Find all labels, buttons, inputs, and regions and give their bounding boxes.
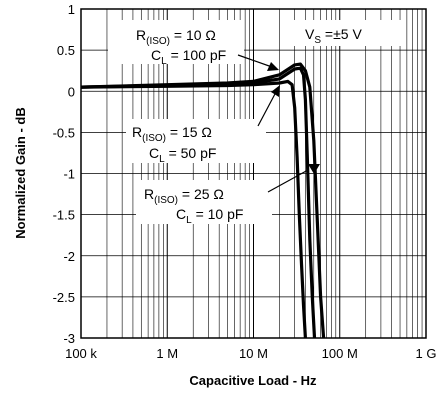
x-tick-label: 100 M xyxy=(322,346,358,361)
y-axis-title: Normalized Gain - dB xyxy=(13,107,28,238)
y-tick-label: -1.5 xyxy=(53,208,75,223)
annotations: VS =±5 V R(ISO) = 10 Ω CL = 100 pF R(ISO… xyxy=(108,20,406,226)
supply-box xyxy=(288,20,406,46)
label-r-10ohm: R(ISO) = 10 Ω xyxy=(136,27,216,47)
label-r-15ohm: R(ISO) = 15 Ω xyxy=(132,124,212,144)
series-lines xyxy=(81,62,326,338)
arrowhead-25ohm xyxy=(308,164,320,174)
x-axis-title: Capacitive Load - Hz xyxy=(189,373,317,388)
arrowhead-15ohm xyxy=(271,85,280,97)
y-tick-label: 1 xyxy=(68,2,75,17)
label-c-10pf: CL = 10 pF xyxy=(176,206,243,226)
arrowhead-10ohm xyxy=(267,62,279,71)
x-tick-label: 1 M xyxy=(156,346,178,361)
label-box-10ohm xyxy=(108,20,244,64)
y-tick-label: 0.5 xyxy=(57,43,75,58)
tick-labels: 100 k 1 M 10 M 100 M 1 G 1 0.5 0 -0.5 -1 -1.5 -2 -2.… xyxy=(53,2,437,361)
label-c-50pf: CL = 50 pF xyxy=(149,145,216,165)
label-box-15ohm xyxy=(126,119,266,163)
y-tick-label: -2 xyxy=(63,249,75,264)
y-tick-label: -1 xyxy=(63,167,75,182)
label-r-25ohm: R(ISO) = 25 Ω xyxy=(144,186,224,206)
supply-label: VS =±5 V xyxy=(305,26,362,46)
series-line-3 xyxy=(81,79,307,338)
x-tick-label: 1 G xyxy=(416,346,437,361)
leader-10ohm xyxy=(237,54,273,68)
x-tick-label: 100 k xyxy=(65,346,97,361)
leader-25ohm xyxy=(267,169,309,193)
label-c-100pf: CL = 100 pF xyxy=(151,47,226,67)
leader-15ohm xyxy=(257,91,277,127)
y-tick-label: -2.5 xyxy=(53,290,75,305)
label-box-25ohm xyxy=(136,180,272,224)
y-tick-label: -3 xyxy=(63,331,75,346)
series-line-2 xyxy=(81,66,317,338)
x-tick-label: 10 M xyxy=(239,346,268,361)
plot-frame xyxy=(80,8,427,339)
y-tick-label: 0 xyxy=(68,84,75,99)
y-tick-label: -0.5 xyxy=(53,125,75,140)
